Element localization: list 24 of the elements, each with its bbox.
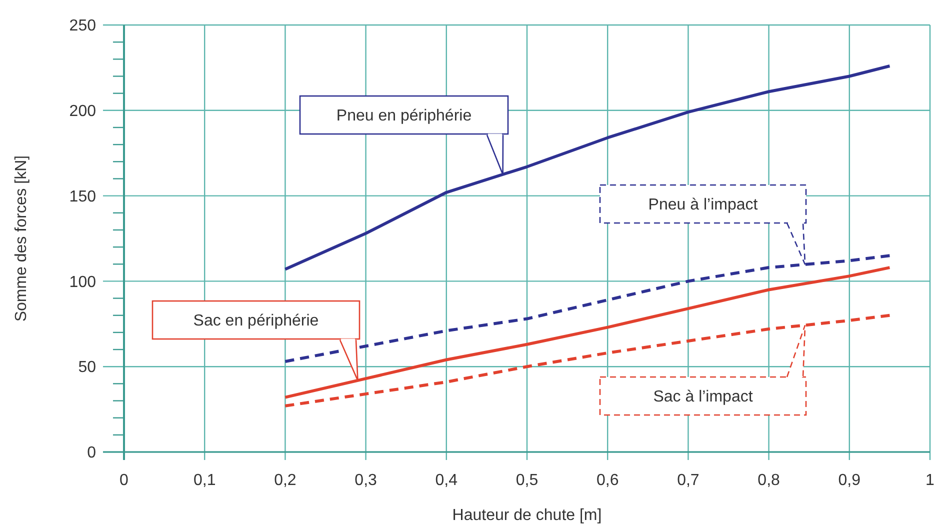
x-tick-label: 0,2: [274, 472, 296, 489]
x-tick-label: 0,8: [758, 472, 780, 489]
x-tick-label: 1: [926, 472, 935, 489]
callout-box: Pneu à l’impact: [599, 184, 807, 266]
x-tick-label: 0,3: [354, 472, 378, 489]
y-tick-label: 200: [69, 103, 96, 120]
line-series: [284, 64, 892, 271]
x-axis-title: Hauteur de chute [m]: [452, 507, 602, 524]
x-tick-label: 0,7: [677, 472, 700, 489]
callout-box: Sac en périphérie: [152, 300, 360, 382]
y-tick-label: 250: [69, 18, 96, 35]
x-tick-label: 0,6: [596, 472, 619, 489]
y-tick-label: 150: [69, 188, 96, 206]
x-tick-label: 0,4: [435, 472, 458, 489]
x-tick-label: 0,9: [838, 472, 861, 489]
y-axis-title: Somme des forces [kN]: [13, 155, 30, 322]
callout-box: Sac à l’impact: [599, 324, 807, 416]
callout-box: Pneu en périphérie: [299, 95, 509, 176]
y-tick-label: 50: [78, 359, 96, 376]
y-tick-label: 0: [87, 444, 96, 462]
y-tick-label: 100: [69, 274, 96, 291]
x-tick-label: 0: [120, 472, 129, 489]
x-tick-label: 0,1: [193, 472, 216, 489]
x-tick-label: 0,5: [516, 472, 538, 489]
